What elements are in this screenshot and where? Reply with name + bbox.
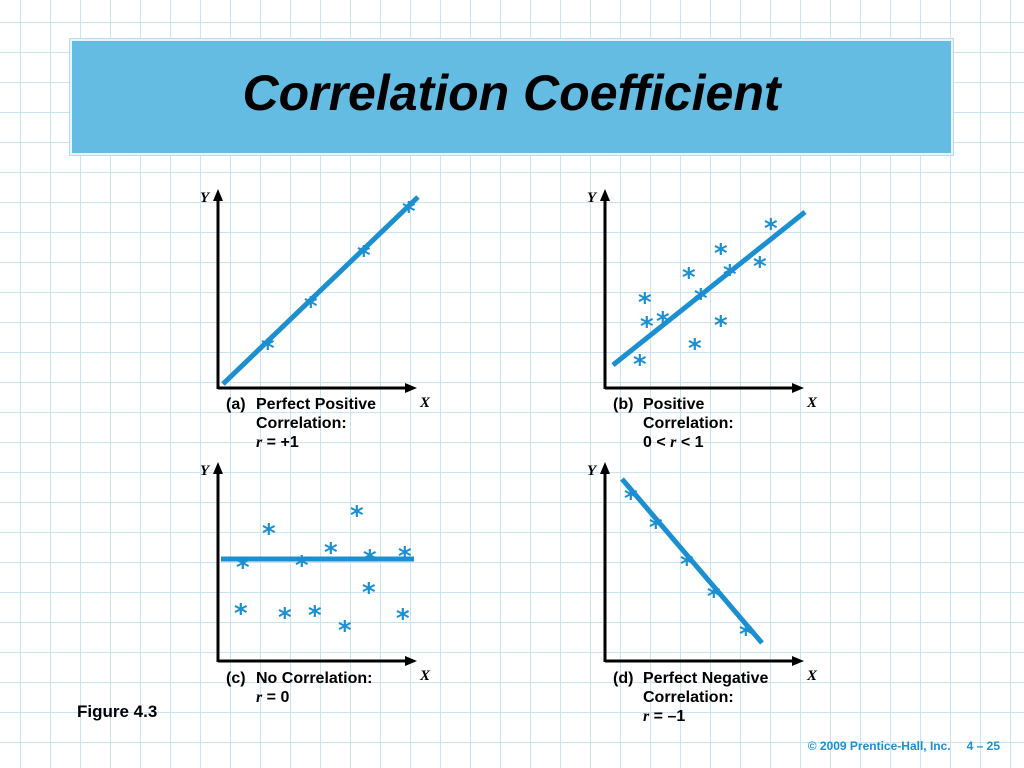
- data-point: *: [261, 334, 275, 364]
- caption-d: (d) Perfect Negative Correlation: r = –1: [613, 670, 769, 725]
- data-point: *: [680, 550, 694, 580]
- data-point: *: [304, 292, 318, 322]
- y-axis-label: Y: [200, 190, 211, 206]
- x-axis-label: X: [806, 668, 818, 684]
- x-axis-arrow: [792, 656, 804, 666]
- data-point: *: [753, 252, 767, 282]
- data-point: *: [234, 599, 248, 629]
- data-point: *: [640, 312, 654, 342]
- x-axis-label: X: [419, 668, 431, 684]
- caption-a: (a) Perfect Positive Correlation: r = +1: [226, 396, 377, 451]
- data-point: *: [764, 214, 778, 244]
- data-point: *: [396, 604, 410, 634]
- data-point: *: [262, 519, 276, 549]
- data-point: *: [308, 601, 322, 631]
- data-point: *: [350, 501, 364, 531]
- x-axis-label: X: [806, 395, 818, 411]
- data-point: *: [723, 260, 737, 290]
- data-point: *: [363, 545, 377, 575]
- data-point: *: [714, 311, 728, 341]
- data-point: *: [398, 542, 412, 572]
- data-point: *: [682, 263, 696, 293]
- data-point: *: [656, 307, 670, 337]
- data-point: *: [688, 334, 702, 364]
- data-point: *: [624, 484, 638, 514]
- x-axis-arrow: [792, 383, 804, 393]
- footer: © 2009 Prentice-Hall, Inc. 4 – 25: [808, 739, 1000, 753]
- y-axis-arrow: [213, 462, 223, 474]
- data-point: *: [338, 616, 352, 646]
- data-point: *: [649, 513, 663, 543]
- y-axis-arrow: [600, 462, 610, 474]
- plot-d: Y X * * * * *: [587, 462, 818, 684]
- trend-line: [620, 477, 764, 645]
- data-point: *: [633, 350, 647, 380]
- title-bar: Correlation Coefficient: [70, 39, 953, 155]
- y-axis-label: Y: [200, 463, 211, 479]
- data-point: *: [357, 241, 371, 271]
- data-point: *: [694, 284, 708, 314]
- data-point: *: [402, 197, 416, 227]
- y-axis-arrow: [600, 189, 610, 201]
- data-point: *: [714, 239, 728, 269]
- data-point: *: [324, 538, 338, 568]
- plot-b: Y X * * * * * * * * * * * *: [587, 189, 818, 411]
- plot-c: Y X * * * * * * * * * * * * *: [200, 462, 431, 684]
- x-axis-label: X: [419, 395, 431, 411]
- data-point: *: [295, 551, 309, 581]
- data-point: *: [739, 620, 753, 650]
- y-axis-label: Y: [587, 463, 598, 479]
- y-axis-arrow: [213, 189, 223, 201]
- plot-a: Y X * * * *: [200, 189, 431, 411]
- figure-label: Figure 4.3: [77, 702, 158, 721]
- x-axis-arrow: [405, 383, 417, 393]
- data-point: *: [236, 553, 250, 583]
- slide-title: Correlation Coefficient: [242, 65, 781, 121]
- data-point: *: [638, 288, 652, 318]
- y-axis-label: Y: [587, 190, 598, 206]
- trend-line: [611, 210, 807, 367]
- data-point: *: [362, 578, 376, 608]
- data-point: *: [707, 582, 721, 612]
- data-point: *: [278, 603, 292, 633]
- x-axis-arrow: [405, 656, 417, 666]
- trend-line: [221, 195, 420, 386]
- caption-b: (b) Positive Correlation: 0 < r < 1: [613, 396, 734, 451]
- page-number: 4 – 25: [966, 739, 1000, 753]
- caption-c: (c) No Correlation: r = 0: [226, 670, 373, 706]
- copyright-text: © 2009 Prentice-Hall, Inc.: [807, 739, 951, 753]
